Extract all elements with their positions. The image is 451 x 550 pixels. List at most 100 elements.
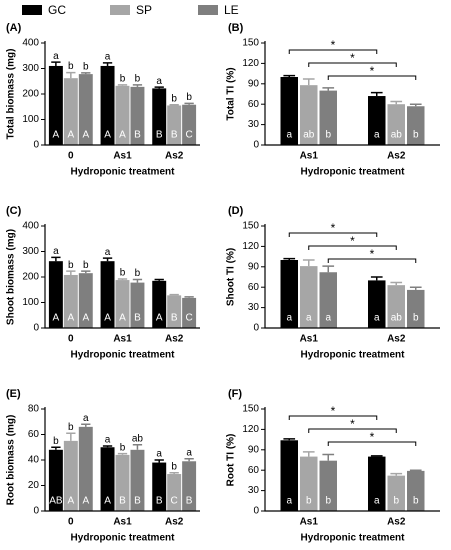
error-bar bbox=[51, 256, 61, 262]
bottom-letter: B bbox=[186, 496, 193, 507]
bottom-letter: a bbox=[374, 496, 380, 507]
bottom-letter: A bbox=[104, 130, 111, 141]
y-tick-label: 150 bbox=[242, 221, 259, 232]
y-tick-label: 100 bbox=[22, 114, 39, 125]
axes bbox=[44, 41, 200, 146]
bottom-letter: b bbox=[413, 313, 419, 324]
y-tick-label: 100 bbox=[22, 297, 39, 308]
y-tick-label: 120 bbox=[242, 58, 259, 69]
error-bar bbox=[51, 446, 61, 450]
bottom-letter: A bbox=[104, 496, 111, 507]
top-letter: b bbox=[120, 268, 126, 279]
significance-bracket bbox=[308, 245, 397, 250]
top-letter: b bbox=[83, 61, 89, 72]
x-tick-label: As1 bbox=[300, 517, 319, 528]
bar bbox=[368, 456, 386, 511]
bar bbox=[130, 282, 145, 328]
bar bbox=[115, 454, 130, 511]
bar bbox=[300, 85, 318, 145]
x-tick-label: As1 bbox=[300, 334, 319, 345]
error-bar bbox=[409, 103, 422, 107]
bar bbox=[78, 426, 93, 511]
error-bar bbox=[51, 61, 61, 66]
y-tick-label: 30 bbox=[248, 485, 260, 496]
y-tick-label: 150 bbox=[242, 38, 259, 49]
panel-label: (C) bbox=[6, 205, 22, 217]
y-axis-label: Total TI (%) bbox=[226, 67, 237, 120]
y-tick-label: 80 bbox=[28, 404, 40, 415]
x-tick-label: As2 bbox=[387, 517, 406, 528]
bottom-letter: B bbox=[156, 496, 163, 507]
error-bar bbox=[409, 469, 422, 471]
y-tick-label: 60 bbox=[28, 429, 40, 440]
bottom-letter: A bbox=[67, 313, 74, 324]
error-bar bbox=[117, 84, 128, 86]
bottom-letter: AB bbox=[49, 496, 63, 507]
significance-bracket bbox=[288, 49, 378, 54]
y-tick-label: 120 bbox=[242, 241, 259, 252]
y-tick-label: 0 bbox=[253, 506, 259, 517]
top-letter: a bbox=[83, 413, 89, 424]
y-tick-label: 30 bbox=[248, 119, 260, 130]
y-axis-label: Root TI (%) bbox=[226, 434, 237, 487]
y-axis-label: Root biomass (mg) bbox=[6, 415, 17, 506]
x-tick-label: 0 bbox=[68, 517, 74, 528]
bar bbox=[280, 440, 298, 511]
bottom-letter: a bbox=[374, 130, 380, 141]
error-bar bbox=[66, 71, 76, 79]
x-axis-label: Hydroponic treatment bbox=[301, 533, 406, 544]
axes bbox=[44, 407, 200, 512]
x-tick-label: As2 bbox=[387, 334, 406, 345]
error-bar bbox=[132, 84, 143, 87]
top-letter: b bbox=[53, 436, 59, 447]
significance-label: * bbox=[331, 38, 336, 52]
error-bar bbox=[81, 423, 91, 427]
significance-label: * bbox=[331, 221, 336, 235]
bar bbox=[280, 260, 298, 328]
error-bar bbox=[370, 455, 383, 457]
significance-bracket bbox=[327, 441, 417, 446]
error-bar bbox=[102, 445, 113, 448]
significance-label: * bbox=[350, 234, 355, 248]
y-tick-label: 0 bbox=[253, 140, 259, 151]
bottom-letter: A bbox=[67, 130, 74, 141]
error-bar bbox=[302, 259, 315, 267]
bottom-letter: ab bbox=[391, 130, 403, 141]
bottom-letter: B bbox=[134, 496, 141, 507]
error-bar bbox=[370, 276, 383, 281]
error-bar bbox=[322, 265, 335, 273]
legend-swatch bbox=[110, 5, 130, 15]
legend-label: LE bbox=[224, 3, 239, 17]
x-axis-label: Hydroponic treatment bbox=[71, 167, 176, 178]
bottom-letter: A bbox=[119, 130, 126, 141]
error-bar bbox=[302, 78, 315, 86]
bar bbox=[319, 90, 337, 145]
bottom-letter: B bbox=[171, 313, 178, 324]
error-bar bbox=[302, 451, 315, 457]
significance-label: * bbox=[331, 404, 336, 418]
y-tick-label: 90 bbox=[248, 444, 260, 455]
bottom-letter: b bbox=[393, 496, 399, 507]
top-letter: b bbox=[83, 260, 89, 271]
top-letter: b bbox=[68, 422, 74, 433]
bar bbox=[48, 65, 63, 145]
bottom-letter: B bbox=[119, 496, 126, 507]
significance-bracket bbox=[288, 232, 378, 237]
bar bbox=[387, 475, 405, 511]
bar bbox=[182, 461, 197, 511]
bar bbox=[78, 74, 93, 145]
bottom-letter: A bbox=[67, 496, 74, 507]
bar bbox=[407, 470, 425, 511]
significance-label: * bbox=[350, 417, 355, 431]
y-tick-label: 300 bbox=[22, 63, 39, 74]
top-letter: ab bbox=[132, 433, 144, 444]
bar bbox=[130, 86, 145, 145]
bar bbox=[387, 104, 405, 145]
error-bar bbox=[169, 103, 179, 106]
axes bbox=[264, 224, 440, 329]
top-letter: b bbox=[186, 92, 192, 103]
bar bbox=[387, 285, 405, 328]
error-bar bbox=[102, 62, 113, 66]
axes bbox=[264, 41, 440, 146]
y-axis-label: Shoot biomass (mg) bbox=[6, 229, 17, 325]
